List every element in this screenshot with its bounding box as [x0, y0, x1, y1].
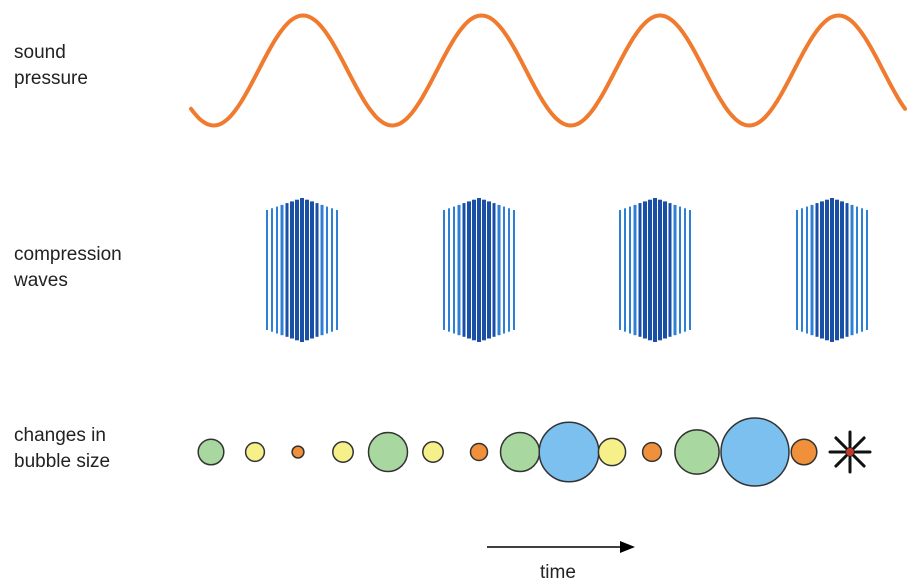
- compression-line: [503, 207, 505, 334]
- compression-line: [300, 198, 304, 342]
- compression-line: [643, 201, 647, 338]
- compression-line: [305, 200, 309, 341]
- starburst-icon: [830, 432, 870, 472]
- compression-line: [629, 207, 631, 334]
- compression-line: [634, 205, 637, 335]
- compression-line: [508, 208, 510, 331]
- compression-line: [861, 208, 863, 331]
- compression-line: [513, 210, 515, 330]
- compression-waves: [266, 198, 868, 342]
- bubble-11: [643, 443, 662, 462]
- compression-line: [498, 205, 501, 335]
- bubble-3: [292, 446, 304, 458]
- compression-group-2: [443, 198, 515, 342]
- bubble-9: [539, 422, 599, 482]
- compression-line: [281, 205, 284, 335]
- bubble-7: [471, 444, 488, 461]
- arrow-head-icon: [620, 541, 635, 553]
- compression-line: [487, 201, 491, 338]
- compression-line: [493, 203, 496, 337]
- compression-line: [648, 200, 652, 341]
- compression-line: [443, 210, 445, 330]
- compression-line: [276, 207, 278, 334]
- compression-line: [653, 198, 657, 342]
- compression-line: [448, 208, 450, 331]
- compression-line: [463, 203, 466, 337]
- compression-line: [326, 207, 328, 334]
- compression-group-4: [796, 198, 868, 342]
- compression-line: [835, 200, 839, 341]
- compression-line: [639, 203, 642, 337]
- compression-line: [458, 205, 461, 335]
- compression-group-3: [619, 198, 691, 342]
- compression-line: [866, 210, 868, 330]
- compression-line: [482, 200, 486, 341]
- starburst-ray: [854, 456, 864, 466]
- starburst-ray: [836, 438, 846, 448]
- compression-group-1: [266, 198, 338, 342]
- sound-pressure-wave: [191, 16, 905, 126]
- compression-line: [477, 198, 481, 342]
- compression-line: [658, 200, 662, 341]
- compression-line: [286, 203, 289, 337]
- compression-line: [820, 201, 824, 338]
- starburst-core: [846, 448, 855, 457]
- compression-line: [669, 203, 672, 337]
- compression-line: [472, 200, 476, 341]
- bubble-13: [721, 418, 789, 486]
- compression-line: [846, 203, 849, 337]
- compression-line: [266, 210, 268, 330]
- compression-line: [856, 207, 858, 334]
- compression-line: [336, 210, 338, 330]
- compression-line: [840, 201, 844, 338]
- compression-line: [684, 208, 686, 331]
- starburst-ray: [854, 438, 864, 448]
- compression-line: [679, 207, 681, 334]
- compression-line: [851, 205, 854, 335]
- starburst-ray: [836, 456, 846, 466]
- bubble-2: [246, 443, 265, 462]
- bubble-6: [423, 442, 443, 462]
- compression-line: [811, 205, 814, 335]
- bubble-10: [598, 438, 625, 465]
- compression-line: [801, 208, 803, 331]
- compression-line: [453, 207, 455, 334]
- bubble-5: [369, 433, 408, 472]
- compression-line: [271, 208, 273, 331]
- compression-line: [830, 198, 834, 342]
- compression-line: [310, 201, 314, 338]
- bubble-8: [501, 433, 540, 472]
- compression-line: [295, 200, 299, 341]
- time-arrow: [487, 541, 635, 553]
- compression-line: [316, 203, 319, 337]
- compression-line: [816, 203, 819, 337]
- bubble-14: [791, 439, 817, 465]
- bubble-4: [333, 442, 353, 462]
- compression-line: [321, 205, 324, 335]
- compression-line: [619, 210, 621, 330]
- compression-line: [806, 207, 808, 334]
- bubble-1: [198, 439, 224, 465]
- compression-line: [663, 201, 667, 338]
- compression-line: [825, 200, 829, 341]
- compression-line: [624, 208, 626, 331]
- compression-line: [467, 201, 471, 338]
- compression-line: [331, 208, 333, 331]
- pressure-wave-line: [191, 16, 905, 126]
- compression-line: [674, 205, 677, 335]
- compression-line: [689, 210, 691, 330]
- compression-line: [796, 210, 798, 330]
- time-label: time: [540, 562, 576, 584]
- bubble-sequence: [198, 418, 817, 486]
- compression-line: [290, 201, 294, 338]
- bubble-12: [675, 430, 719, 474]
